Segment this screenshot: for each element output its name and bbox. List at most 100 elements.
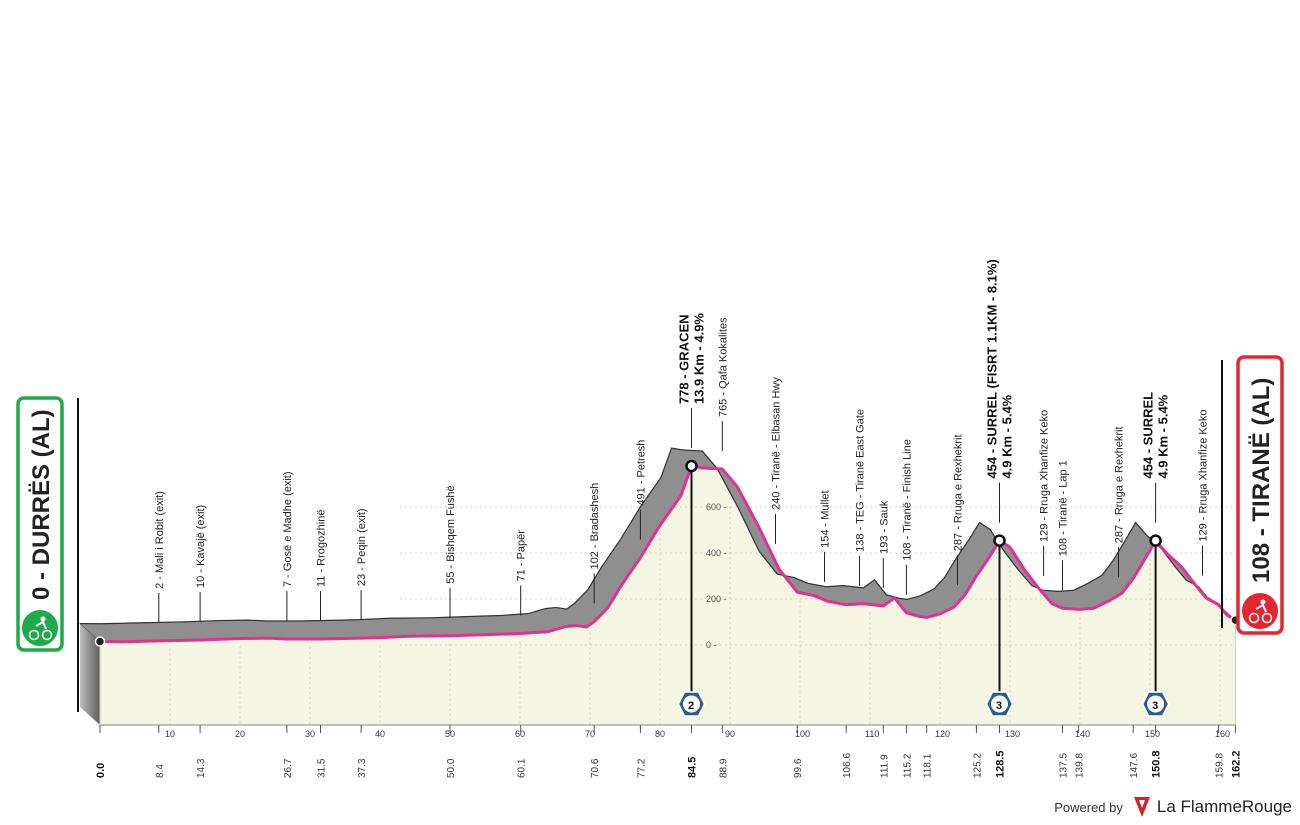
climb-category-disc <box>991 695 1008 713</box>
annotation-label: 4.9 Km - 5.4% <box>1156 394 1171 478</box>
annotation-label: 129 - Rruga Xhanfize Keko <box>1039 410 1051 542</box>
cyclist-icon-head <box>40 616 46 622</box>
annotation-label: 10 - Kavajë (exit) <box>195 505 207 588</box>
annotation-label: 2 - Mali i Robit (exit) <box>154 491 166 589</box>
cyclist-icon-body <box>35 620 47 630</box>
km-marker-label: 150.8 <box>1151 750 1163 778</box>
km-axis-tick-110: 110 <box>865 729 879 739</box>
profile-ridge-line <box>79 447 1216 625</box>
km-axis-tick-30: 30 <box>305 729 315 739</box>
annotation-label: 287 - Rruga e Rexhekrit <box>953 434 965 551</box>
km-axis-tick-150: 150 <box>1145 729 1160 739</box>
annotation-label: 454 - SURREL <box>1141 392 1156 479</box>
powered-by-text: Powered by <box>1054 799 1123 815</box>
km-axis-tick-120: 120 <box>935 729 950 739</box>
finish-badge: 108 - TIRANË (AL) <box>1236 355 1284 635</box>
profile-side-wall <box>80 623 100 725</box>
climb-category-label: 3 <box>996 700 1002 712</box>
km-marker-label: 162.2 <box>1230 750 1242 778</box>
km-axis-tick-70: 70 <box>585 729 595 739</box>
km-marker-label: 8.4 <box>155 764 166 778</box>
elevation-tick-200: 200 - <box>706 594 727 604</box>
km-marker-label: 139.8 <box>1075 753 1086 778</box>
km-marker-label: 125.2 <box>972 753 983 778</box>
annotation-label: 102 - Bradashesh <box>589 483 601 570</box>
km-axis-tick-90: 90 <box>725 729 735 739</box>
km-marker-label: 0.0 <box>95 763 107 778</box>
elevation-tick-600: 600 - <box>706 502 727 512</box>
km-marker-label: 77.2 <box>636 758 647 778</box>
cyclist-icon-wheel <box>28 629 40 641</box>
finish-badge-label: 108 - TIRANË (AL) <box>1248 378 1275 583</box>
annotation-label: 108 - Tiranë - Finish Line <box>901 439 913 561</box>
annotation-label: 7 - Gosë e Madhe (exit) <box>282 471 294 587</box>
start-badge-frame <box>16 396 64 652</box>
annotation-label: 13.9 Km - 4.9% <box>692 313 707 404</box>
profile-elevation-line <box>99 464 1237 644</box>
annotation-label: 4.9 Km - 5.4% <box>1000 394 1015 478</box>
climb-category-label: 3 <box>1152 700 1158 712</box>
km-marker-label: 31.5 <box>317 758 328 778</box>
km-marker-label: 37.3 <box>357 758 368 778</box>
km-axis-tick-50: 50 <box>445 729 455 739</box>
climb-category-label: 2 <box>688 700 694 712</box>
climb-summit-dot <box>685 459 698 473</box>
cyclist-icon <box>20 608 60 648</box>
cyclist-icon-wheel <box>1248 612 1260 624</box>
start-badge-label: 0 - DURRËS (AL) <box>28 409 55 600</box>
km-marker-label: 99.6 <box>793 758 804 778</box>
km-axis-tick-80: 80 <box>655 729 665 739</box>
annotation-label: 138 - TEG - Tiranë East Gate <box>855 409 867 552</box>
km-marker-label: 118.1 <box>923 753 934 778</box>
annotation-label: 71 - Papër <box>516 530 528 582</box>
km-axis-tick-10: 10 <box>165 729 175 739</box>
km-marker-label: 106.6 <box>842 753 853 778</box>
km-marker-label: 128.5 <box>995 750 1007 778</box>
annotation-label: 491 - Petresh <box>635 440 647 506</box>
km-axis-tick-160: 160 <box>1215 729 1230 739</box>
annotation-label: 11 - Rrogozhinë <box>316 510 328 587</box>
km-axis-tick-40: 40 <box>375 729 385 739</box>
km-marker-label: 115.2 <box>902 753 913 778</box>
km-marker-label: 88.9 <box>718 758 729 778</box>
elevation-tick-400: 400 - <box>706 548 727 558</box>
cyclist-icon <box>1240 591 1280 631</box>
cyclist-icon-wheel <box>1261 612 1273 624</box>
km-axis-tick-140: 140 <box>1075 729 1090 739</box>
km-marker-label: 26.7 <box>283 758 294 778</box>
km-marker-label: 60.1 <box>517 758 528 778</box>
km-axis-tick-20: 20 <box>235 729 245 739</box>
finish-badge-frame <box>1236 355 1284 635</box>
climb-summit-dot <box>1149 534 1162 547</box>
climb-category-disc <box>1147 695 1165 713</box>
annotation-label: 55 - Bishqem Fushë <box>445 485 457 583</box>
km-axis-tick-100: 100 <box>795 729 810 739</box>
km-marker-label: 147.6 <box>1129 753 1140 778</box>
annotation-label: 454 - SURREL (FISRT 1.1KM - 8.1%) <box>985 259 1000 478</box>
footer-credit: Powered by La FlammeRouge <box>1054 796 1292 818</box>
elevation-tick-0: 0 - <box>706 640 717 650</box>
km-marker-label: 159.8 <box>1215 753 1226 778</box>
km-axis-tick-130: 130 <box>1005 729 1020 739</box>
annotation-label: 154 - Mullet <box>820 490 832 547</box>
cyclist-icon-head <box>1260 599 1266 605</box>
start-badge: 0 - DURRËS (AL) <box>16 396 64 652</box>
km-axis-tick-60: 60 <box>515 729 525 739</box>
km-marker-label: 137.5 <box>1059 753 1070 778</box>
annotation-label: 765 - Qafa Kokalites <box>717 317 729 417</box>
annotation-label: 193 - Sauk <box>878 500 890 554</box>
km-marker-label: 84.5 <box>687 757 699 778</box>
km-marker-label: 111.9 <box>879 754 890 778</box>
cyclist-icon-wheel <box>41 629 53 641</box>
annotation-label: 240 - Tiranë - Elbasan Hwy <box>771 377 783 510</box>
climb-category-disc <box>683 695 700 713</box>
brand-name: La FlammeRouge <box>1156 797 1292 816</box>
annotation-label: 287 - Rruga e Rexhekrit <box>1114 426 1126 543</box>
flame-logo-icon <box>1133 797 1150 817</box>
cyclist-icon-body <box>1255 603 1267 613</box>
km-marker-label: 70.6 <box>590 758 601 778</box>
annotation-label: 778 - GRACEN <box>677 314 692 404</box>
annotation-label: 108 - Tiranë - Lap 1 <box>1058 460 1070 556</box>
start-dot <box>94 636 106 647</box>
annotation-label: 129 - Rruga Xhanfize Keko <box>1198 410 1210 542</box>
